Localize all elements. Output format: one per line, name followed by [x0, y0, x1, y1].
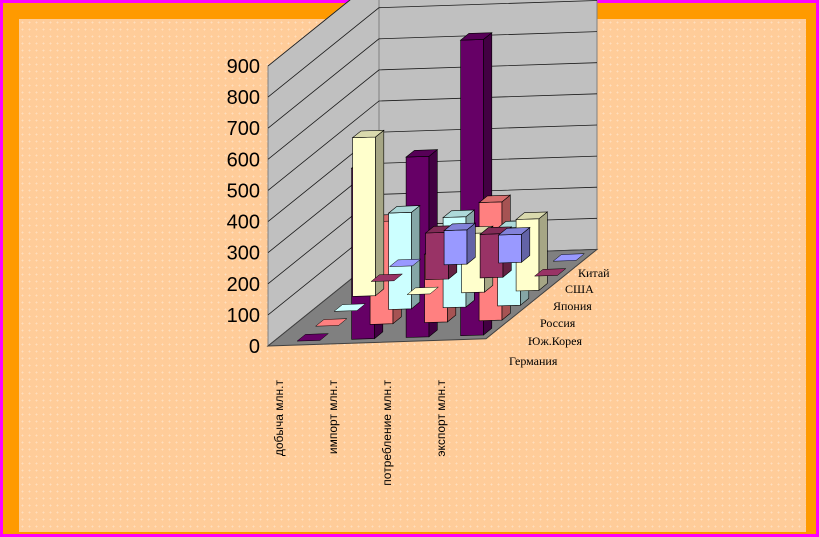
x-axis-category-labels: добыча млн.т импорт млн.т потребление млн.…: [272, 380, 448, 486]
y-tick-label: 400: [227, 212, 260, 234]
bar-front-face: [352, 136, 376, 297]
category-label: потребление млн.т: [380, 380, 394, 486]
bar-top-face: [515, 211, 549, 220]
y-tick-label: 900: [227, 56, 260, 78]
gridline: [267, 0, 351, 67]
y-tick-label: 100: [227, 305, 260, 327]
chart-bar: [552, 253, 586, 262]
y-tick-label: 600: [227, 149, 260, 171]
category-label: импорт млн.т: [326, 380, 340, 455]
gridline: [267, 0, 598, 98]
series-label: Япония: [553, 299, 592, 313]
chart-bar: [533, 268, 567, 277]
bar-side-face: [466, 222, 476, 265]
depth-axis-series-labels: Китай США Япония Россия Юж.Корея Германия: [509, 266, 610, 368]
bar-top-face: [478, 194, 512, 203]
bar-flat-marker: [370, 273, 404, 282]
gridline: [267, 62, 598, 160]
bar-top-face: [405, 149, 439, 158]
chart-bar: [296, 333, 330, 342]
chart-bar: [406, 286, 440, 295]
category-label: экспорт млн.т: [434, 380, 448, 457]
series-label: Германия: [509, 354, 558, 368]
bar-top-face: [497, 227, 531, 236]
y-tick-label: 200: [227, 274, 260, 296]
chart-bar: [370, 273, 404, 282]
bar-top-face: [459, 32, 493, 41]
bar-flat-marker: [533, 268, 567, 277]
gridline: [267, 31, 598, 129]
bar-top-face: [442, 209, 476, 218]
category-label: добыча млн.т: [272, 380, 286, 457]
y-tick-label: 500: [227, 180, 260, 202]
bar-front-face: [498, 233, 522, 264]
series-label: США: [565, 282, 594, 296]
series-label: Юж.Корея: [528, 334, 583, 348]
bar-top-face: [387, 205, 421, 214]
bar-side-face: [375, 129, 385, 297]
series-label: Россия: [540, 316, 576, 330]
y-tick-label: 700: [227, 118, 260, 140]
bar-flat-marker: [296, 333, 330, 342]
bar-flat-marker: [552, 253, 586, 262]
bar-front-face: [443, 229, 468, 266]
y-axis-tick-labels: 0 100 200 300 400 500 600 700 800 900: [227, 56, 260, 358]
bar-flat-marker: [406, 286, 440, 295]
bar-flat-marker: [314, 318, 348, 327]
bar-side-face: [538, 211, 548, 291]
bar-top-face: [443, 222, 477, 231]
chart-bar: [443, 222, 477, 266]
gridline: [267, 93, 598, 191]
y-tick-label: 800: [227, 87, 260, 109]
chart-bars: [296, 32, 586, 342]
y-tick-label: 300: [227, 243, 260, 265]
chart-bar: [314, 318, 348, 327]
chart-bar: [351, 129, 385, 297]
bar-top-face: [351, 129, 385, 139]
series-label: Китай: [578, 266, 610, 280]
bar-flat-marker: [388, 258, 422, 267]
bar-flat-marker: [333, 303, 367, 312]
y-tick-label: 0: [249, 336, 260, 358]
chart-bar: [388, 258, 422, 267]
chart-bar: [333, 303, 367, 312]
chart-bar: [497, 226, 531, 264]
